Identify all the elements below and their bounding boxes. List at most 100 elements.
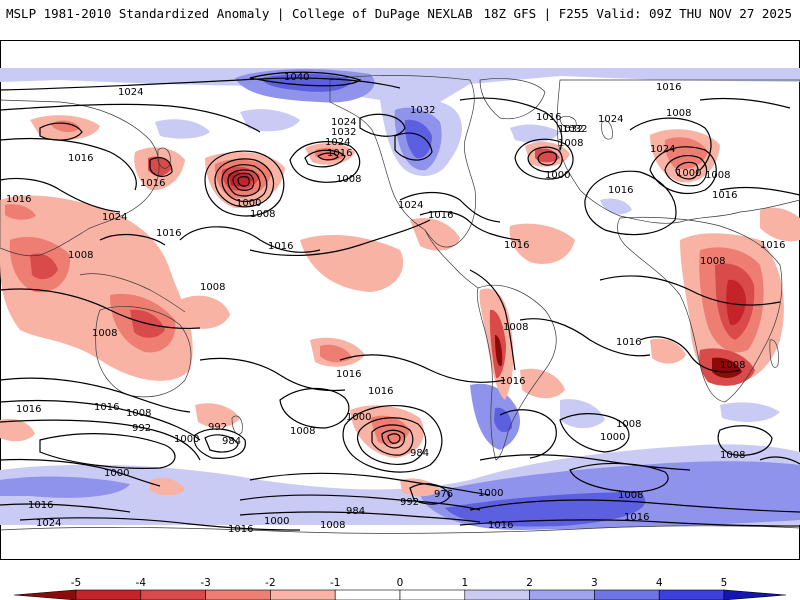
colorbar-cell bbox=[140, 589, 206, 600]
isobar bbox=[0, 103, 261, 133]
isobar-label: 1016 bbox=[327, 148, 352, 159]
isobar bbox=[227, 169, 261, 197]
isobar-label: 1016 bbox=[656, 82, 681, 93]
isobar bbox=[232, 172, 255, 191]
isobar bbox=[0, 137, 137, 191]
isobar-label: 1016 bbox=[268, 241, 293, 252]
anomaly-positive-area bbox=[240, 109, 300, 132]
central-america-outline bbox=[424, 229, 479, 289]
colorbar-ticks: -5 -4 -3 -2 -1 0 1 2 3 4 5 bbox=[71, 577, 728, 589]
colorbar-tick-label: 2 bbox=[526, 577, 533, 589]
isobar-label: 1008 bbox=[700, 256, 725, 267]
isobar bbox=[279, 387, 350, 429]
isobar-label: 1008 bbox=[290, 426, 315, 437]
model-valid-time: 18Z GFS | F255 Valid: 09Z THU NOV 27 202… bbox=[483, 6, 792, 21]
isobar-label: 1016 bbox=[712, 190, 737, 201]
colorbar: -5 -4 -3 -2 -1 0 1 2 3 4 5 bbox=[13, 577, 787, 600]
colorbar-cell bbox=[334, 589, 401, 600]
colorbar-tick-label: -4 bbox=[136, 577, 147, 589]
colorbar-cell bbox=[399, 589, 466, 600]
isobar-label: 1000 bbox=[676, 168, 701, 179]
isobar bbox=[664, 155, 708, 187]
isobar bbox=[719, 186, 800, 196]
isobar-label: 1032 bbox=[410, 105, 435, 116]
isobar bbox=[759, 456, 800, 465]
anomaly-map: 1040 1024 1032 1024 1016 1032 1024 1016 … bbox=[0, 68, 800, 535]
isobar-label: 1008 bbox=[336, 174, 361, 185]
isobar bbox=[356, 417, 427, 465]
isobar-label: 1016 bbox=[140, 178, 165, 189]
isobar bbox=[0, 77, 401, 91]
isobar bbox=[381, 429, 406, 449]
anomaly-negative-area bbox=[148, 156, 172, 176]
isobar bbox=[527, 146, 563, 173]
anomaly-negative-area bbox=[535, 148, 560, 163]
isobar-label: 1024 bbox=[398, 200, 423, 211]
isobar bbox=[239, 511, 481, 523]
colorbar-cell bbox=[723, 589, 787, 600]
colorbar-cell bbox=[13, 589, 77, 600]
southeast-asia-islands-outline bbox=[79, 273, 186, 313]
isobar-label: 992 bbox=[132, 423, 151, 434]
isobar bbox=[19, 517, 301, 531]
positive-anomaly-shading bbox=[0, 68, 800, 530]
isobar-label: 1000 bbox=[600, 432, 625, 443]
australia-outline bbox=[95, 306, 192, 398]
anomaly-negative-area bbox=[5, 204, 36, 220]
isobar-label: 1016 bbox=[68, 153, 93, 164]
isobar-label: 1016 bbox=[608, 185, 633, 196]
isobar-label: 1016 bbox=[428, 210, 453, 221]
colorbar-cell bbox=[75, 589, 142, 600]
isobar bbox=[371, 424, 414, 456]
anomaly-negative-area bbox=[495, 335, 503, 367]
isobar-label: 992 bbox=[400, 497, 419, 508]
isobar-label: 1016 bbox=[6, 194, 31, 205]
isobar-label: 1024 bbox=[36, 518, 61, 529]
isobar-label: 1000 bbox=[236, 198, 261, 209]
isobar bbox=[0, 419, 201, 461]
isobar-label: 1016 bbox=[760, 240, 785, 251]
isobar bbox=[214, 158, 275, 208]
uk-outline bbox=[601, 120, 613, 140]
isobar bbox=[304, 149, 346, 168]
colorbar-cell bbox=[658, 589, 725, 600]
isobar bbox=[584, 170, 677, 236]
anomaly-negative-area bbox=[180, 295, 230, 329]
north-america-outline bbox=[329, 75, 476, 248]
asia-east-outline bbox=[0, 99, 160, 257]
isobar bbox=[239, 494, 481, 511]
anomaly-negative-area bbox=[320, 344, 352, 363]
isobar bbox=[469, 499, 800, 513]
anomaly-positive-area bbox=[510, 124, 560, 143]
isobar-label: 1040 bbox=[284, 72, 309, 83]
anomaly-negative-area bbox=[400, 478, 440, 497]
isobar-label: 1016 bbox=[504, 240, 529, 251]
isobar-label: 1016 bbox=[16, 404, 41, 415]
anomaly-negative-area bbox=[410, 218, 460, 251]
isobar-label: 1024 bbox=[650, 144, 675, 155]
isobar bbox=[204, 434, 239, 453]
isobar bbox=[459, 97, 563, 151]
isobar bbox=[339, 354, 506, 383]
isobar-label: 1016 bbox=[156, 228, 181, 239]
isobar bbox=[629, 117, 712, 171]
isobar bbox=[409, 483, 451, 505]
colorbar-cell bbox=[594, 589, 660, 600]
isobar bbox=[387, 433, 401, 444]
isobar-label: 984 bbox=[222, 436, 241, 447]
iceland-outline bbox=[559, 116, 577, 128]
isobar bbox=[394, 132, 433, 161]
isobar-label: 1016 bbox=[94, 402, 119, 413]
isobar bbox=[39, 433, 176, 469]
isobar-label: 1000 bbox=[478, 488, 503, 499]
anomaly-negative-area bbox=[726, 279, 746, 325]
africa-outline bbox=[617, 216, 783, 403]
colorbar-tick-label: -1 bbox=[330, 577, 340, 589]
isobar-label: 1008 bbox=[200, 282, 225, 293]
isobar bbox=[149, 157, 173, 177]
isobar-label: 1008 bbox=[720, 450, 745, 461]
isobar bbox=[359, 113, 406, 137]
anomaly-positive-area bbox=[0, 476, 130, 498]
isobar bbox=[599, 275, 781, 306]
anomaly-negative-area bbox=[509, 223, 575, 264]
